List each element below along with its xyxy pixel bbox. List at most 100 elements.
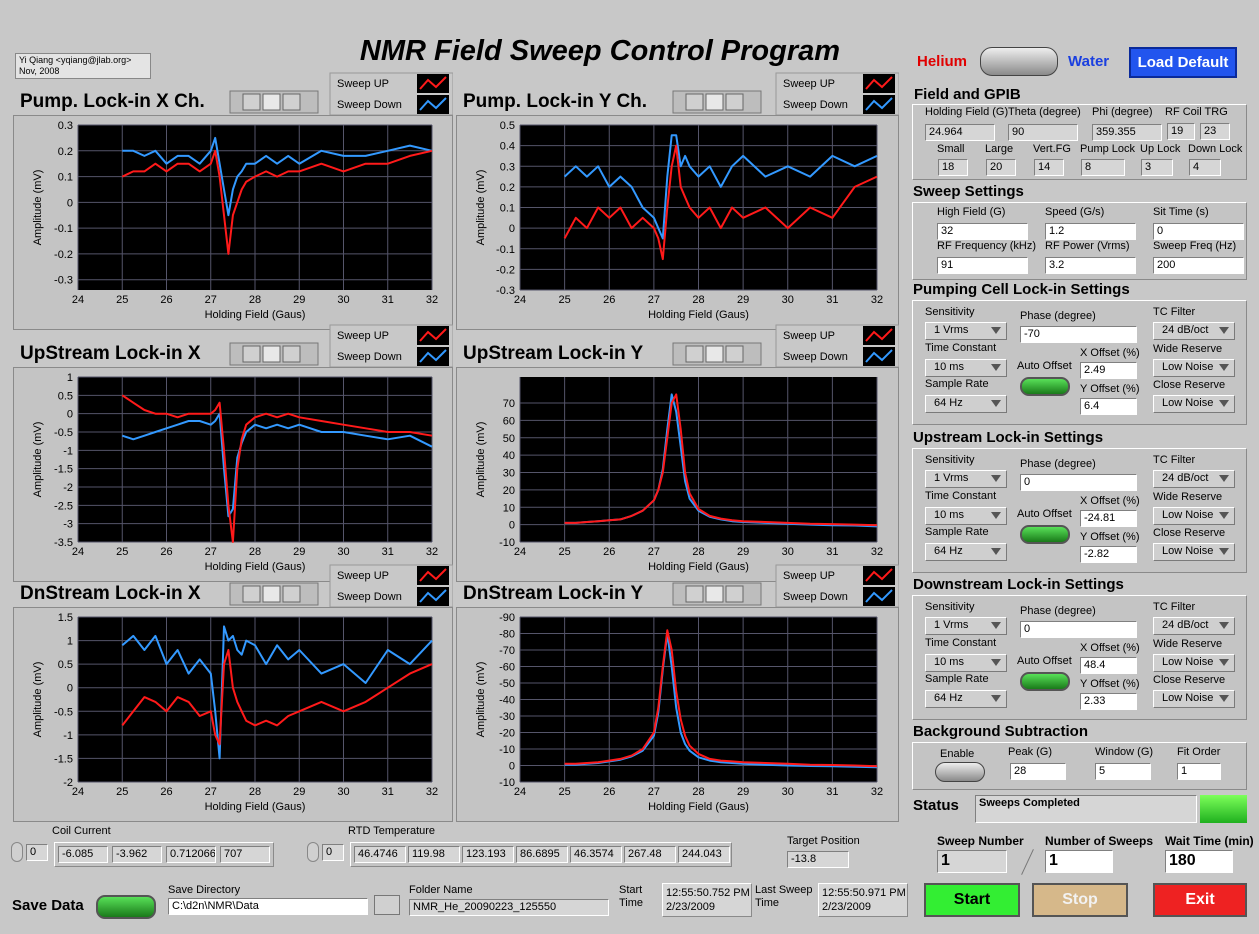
numeric-control[interactable]: 32 xyxy=(937,223,1028,240)
palette-tool[interactable] xyxy=(262,345,281,363)
sample-rate-dropdown[interactable]: 64 Hz xyxy=(925,690,1007,708)
exit-button[interactable]: Exit xyxy=(1153,883,1247,917)
x-tick-label: 29 xyxy=(737,546,749,558)
time-constant-dropdown[interactable]: 10 ms xyxy=(925,654,1007,672)
palette-tool[interactable] xyxy=(242,93,261,111)
palette-tool[interactable] xyxy=(242,345,261,363)
x-tick-label: 31 xyxy=(826,546,838,558)
tc-filter-dropdown[interactable]: 24 dB/oct xyxy=(1153,470,1235,488)
x-tick-label: 24 xyxy=(514,294,526,306)
graph-title: DnStream Lock-in Y xyxy=(463,583,644,604)
numeric-control[interactable]: 200 xyxy=(1153,257,1244,274)
x-offset-control[interactable]: 48.4 xyxy=(1080,657,1137,674)
auto-offset-button[interactable] xyxy=(1020,672,1070,691)
y-tick-label: 20 xyxy=(503,485,515,497)
time-constant-dropdown[interactable]: 10 ms xyxy=(925,507,1007,525)
palette-tool[interactable] xyxy=(685,345,704,363)
palette-tool[interactable] xyxy=(262,585,281,603)
palette-tool[interactable] xyxy=(725,585,744,603)
x-tick-label: 32 xyxy=(426,294,438,306)
wide-reserve-dropdown[interactable]: Low Noise xyxy=(1153,359,1235,377)
close-reserve-dropdown[interactable]: Low Noise xyxy=(1153,395,1235,413)
y-tick-label: -70 xyxy=(499,645,515,657)
y-tick-label: -0.1 xyxy=(54,223,73,235)
y-offset-control[interactable]: 2.33 xyxy=(1080,693,1137,710)
sensitivity-dropdown[interactable]: 1 Vrms xyxy=(925,470,1007,488)
numeric-control[interactable]: 3.2 xyxy=(1045,257,1136,274)
time-constant-dropdown[interactable]: 10 ms xyxy=(925,359,1007,377)
y-offset-control[interactable]: -2.82 xyxy=(1080,546,1137,563)
legend-swatch xyxy=(419,349,447,363)
sensitivity-dropdown[interactable]: 1 Vrms xyxy=(925,322,1007,340)
numeric-control[interactable]: 28 xyxy=(1010,763,1066,780)
x-tick-label: 29 xyxy=(293,294,305,306)
palette-tool[interactable] xyxy=(242,585,261,603)
browse-button[interactable] xyxy=(374,895,400,915)
x-tick-label: 25 xyxy=(559,786,571,798)
numeric-control[interactable]: 1 xyxy=(1177,763,1221,780)
tc-filter-dropdown[interactable]: 24 dB/oct xyxy=(1153,617,1235,635)
sensitivity-dropdown[interactable]: 1 Vrms xyxy=(925,617,1007,635)
numeric-control[interactable]: 5 xyxy=(1095,763,1151,780)
legend-swatch xyxy=(419,589,447,603)
phase-control[interactable]: 0 xyxy=(1020,474,1137,491)
save-directory[interactable]: C:\d2n\NMR\Data xyxy=(168,898,368,915)
x-tick-label: 28 xyxy=(692,294,704,306)
index-spinner[interactable] xyxy=(11,842,23,862)
palette-tool[interactable] xyxy=(705,345,724,363)
tc-filter-dropdown[interactable]: 24 dB/oct xyxy=(1153,322,1235,340)
phase-control[interactable]: -70 xyxy=(1020,326,1137,343)
auto-offset-button[interactable] xyxy=(1020,377,1070,396)
sweep-number-label: Sweep Number xyxy=(937,834,1024,848)
series-line xyxy=(121,412,433,518)
palette-tool[interactable] xyxy=(705,93,724,111)
x-tick-label: 29 xyxy=(737,294,749,306)
field-label: TC Filter xyxy=(1153,601,1196,613)
field-label: Sensitivity xyxy=(925,306,975,318)
close-reserve-dropdown[interactable]: Low Noise xyxy=(1153,543,1235,561)
palette-tool[interactable] xyxy=(725,345,744,363)
wide-reserve-dropdown[interactable]: Low Noise xyxy=(1153,654,1235,672)
save-data-switch[interactable] xyxy=(96,895,156,919)
x-offset-control[interactable]: -24.81 xyxy=(1080,510,1137,527)
x-offset-control[interactable]: 2.49 xyxy=(1080,362,1137,379)
palette-tool[interactable] xyxy=(685,585,704,603)
timestamp-line: 12:55:50.752 PM xyxy=(666,887,750,899)
sample-rate-dropdown[interactable]: 64 Hz xyxy=(925,543,1007,561)
field-label: Folder Name xyxy=(409,884,473,896)
legend-swatch xyxy=(865,589,893,603)
field-label: Fit Order xyxy=(1177,746,1221,758)
field-label: Save Directory xyxy=(168,884,241,896)
load-default-button[interactable]: Load Default xyxy=(1129,47,1237,78)
phase-control[interactable]: 0 xyxy=(1020,621,1137,638)
wide-reserve-dropdown[interactable]: Low Noise xyxy=(1153,507,1235,525)
x-axis-label: Holding Field (Gaus) xyxy=(205,309,306,321)
y-offset-control[interactable]: 6.4 xyxy=(1080,398,1137,415)
x-tick-label: 26 xyxy=(160,294,172,306)
numeric-control[interactable]: 91 xyxy=(937,257,1028,274)
field-label: Sample Rate xyxy=(925,378,989,390)
close-reserve-dropdown[interactable]: Low Noise xyxy=(1153,690,1235,708)
auto-offset-button[interactable] xyxy=(1020,525,1070,544)
legend-label: Sweep UP xyxy=(337,570,389,582)
palette-tool[interactable] xyxy=(705,585,724,603)
index-spinner[interactable] xyxy=(307,842,319,862)
y-tick-label: -1.5 xyxy=(54,464,73,476)
palette-tool[interactable] xyxy=(282,345,301,363)
enable-switch[interactable] xyxy=(935,762,985,782)
stop-button[interactable]: Stop xyxy=(1032,883,1128,917)
palette-tool[interactable] xyxy=(282,93,301,111)
sample-rate-dropdown[interactable]: 64 Hz xyxy=(925,395,1007,413)
target-position: -13.8 xyxy=(787,851,849,868)
palette-tool[interactable] xyxy=(282,585,301,603)
timestamp-line: 12:55:50.971 PM xyxy=(822,887,906,899)
palette-tool[interactable] xyxy=(262,93,281,111)
start-button[interactable]: Start xyxy=(924,883,1020,917)
palette-tool[interactable] xyxy=(685,93,704,111)
folder-name: NMR_He_20090223_125550 xyxy=(409,899,609,916)
palette-tool[interactable] xyxy=(725,93,744,111)
numeric-control[interactable]: 1.2 xyxy=(1045,223,1136,240)
field-label: Auto Offset xyxy=(1017,508,1072,520)
numeric-control[interactable]: 0 xyxy=(1153,223,1244,240)
mode-switch[interactable] xyxy=(980,47,1058,76)
